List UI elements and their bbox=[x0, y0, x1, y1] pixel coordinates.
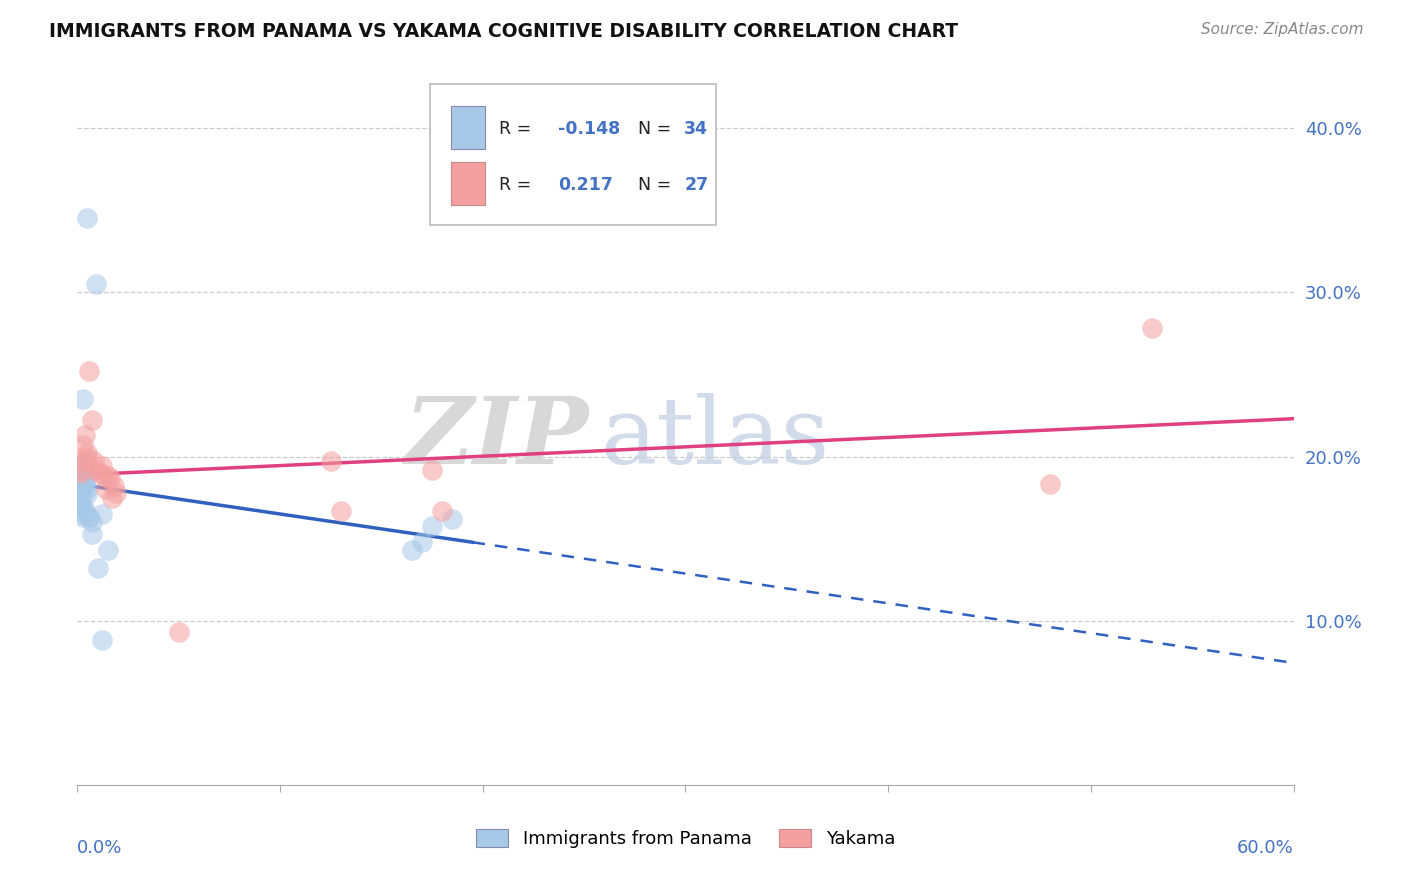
Point bbox=[67, 495, 90, 509]
Point bbox=[70, 492, 93, 507]
Point bbox=[420, 463, 443, 477]
Point bbox=[72, 510, 94, 524]
Point bbox=[76, 211, 98, 226]
Point bbox=[72, 392, 94, 406]
Point bbox=[167, 625, 190, 640]
Point bbox=[329, 504, 352, 518]
Point bbox=[319, 454, 342, 468]
Text: N =: N = bbox=[627, 177, 676, 194]
Text: -0.148: -0.148 bbox=[558, 120, 620, 138]
Text: 60.0%: 60.0% bbox=[1237, 839, 1294, 857]
Text: 34: 34 bbox=[685, 120, 709, 138]
Point bbox=[75, 475, 97, 490]
Point bbox=[97, 469, 120, 483]
Text: N =: N = bbox=[627, 120, 676, 138]
Point bbox=[75, 504, 97, 518]
Point bbox=[93, 469, 115, 483]
Point bbox=[75, 458, 97, 472]
Point bbox=[76, 450, 98, 464]
Point bbox=[76, 487, 98, 501]
Point bbox=[90, 633, 112, 648]
Point bbox=[76, 446, 98, 460]
Point bbox=[84, 277, 107, 292]
Point bbox=[70, 463, 93, 477]
Point bbox=[80, 515, 103, 529]
Text: Source: ZipAtlas.com: Source: ZipAtlas.com bbox=[1201, 22, 1364, 37]
Point bbox=[70, 485, 93, 500]
Point bbox=[75, 428, 97, 442]
Point bbox=[75, 454, 97, 468]
Text: 27: 27 bbox=[685, 177, 709, 194]
Point bbox=[72, 463, 94, 477]
FancyBboxPatch shape bbox=[430, 84, 716, 225]
Point bbox=[86, 561, 108, 575]
Point bbox=[80, 526, 103, 541]
Legend: Immigrants from Panama, Yakama: Immigrants from Panama, Yakama bbox=[468, 822, 903, 855]
Point bbox=[89, 466, 111, 480]
Text: R =: R = bbox=[499, 120, 537, 138]
Text: atlas: atlas bbox=[600, 393, 830, 483]
Point bbox=[401, 543, 423, 558]
Text: IMMIGRANTS FROM PANAMA VS YAKAMA COGNITIVE DISABILITY CORRELATION CHART: IMMIGRANTS FROM PANAMA VS YAKAMA COGNITI… bbox=[49, 22, 959, 41]
Point bbox=[80, 413, 103, 427]
Point bbox=[430, 504, 453, 518]
Point bbox=[79, 364, 101, 378]
Point bbox=[72, 438, 94, 452]
Point bbox=[98, 471, 121, 485]
Point bbox=[70, 499, 93, 513]
Point bbox=[76, 483, 98, 497]
Point bbox=[72, 463, 94, 477]
Point bbox=[76, 469, 98, 483]
Point bbox=[75, 475, 97, 490]
Text: ZIP: ZIP bbox=[404, 393, 588, 483]
FancyBboxPatch shape bbox=[451, 106, 485, 149]
Point bbox=[1039, 477, 1062, 491]
Point bbox=[94, 483, 117, 497]
Point bbox=[1140, 321, 1163, 335]
Point bbox=[70, 466, 93, 480]
Point bbox=[79, 510, 101, 524]
Point bbox=[79, 510, 101, 524]
Point bbox=[90, 459, 112, 474]
Text: 0.0%: 0.0% bbox=[77, 839, 122, 857]
Point bbox=[90, 507, 112, 521]
Point bbox=[72, 483, 94, 497]
Point bbox=[67, 458, 90, 472]
Point bbox=[101, 491, 124, 505]
Text: R =: R = bbox=[499, 177, 543, 194]
FancyBboxPatch shape bbox=[451, 162, 485, 205]
Point bbox=[420, 518, 443, 533]
Point bbox=[72, 499, 94, 513]
Point bbox=[97, 543, 120, 558]
Point bbox=[104, 485, 127, 500]
Point bbox=[411, 535, 433, 549]
Point bbox=[83, 454, 105, 468]
Point bbox=[441, 512, 464, 526]
Point bbox=[84, 463, 107, 477]
Point bbox=[70, 474, 93, 488]
Point bbox=[72, 507, 94, 521]
Text: 0.217: 0.217 bbox=[558, 177, 613, 194]
Point bbox=[103, 479, 125, 493]
